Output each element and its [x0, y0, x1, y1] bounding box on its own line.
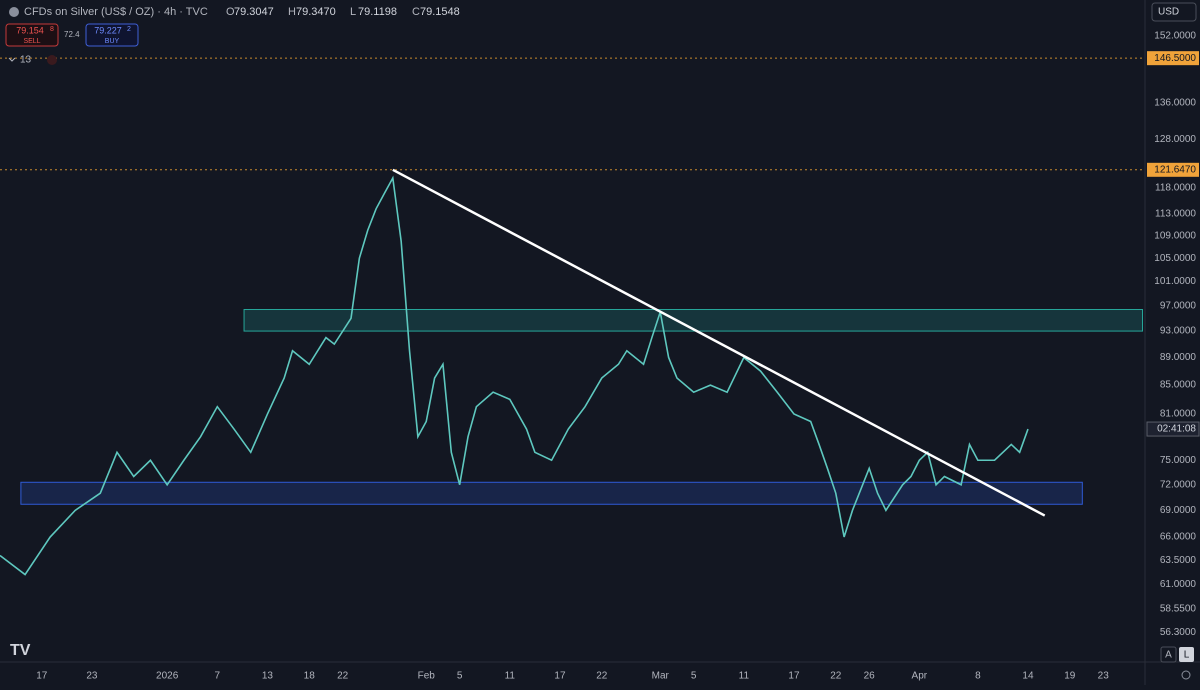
indicator-count[interactable]: 13 — [20, 55, 32, 66]
price-line-label: 146.5000 — [1154, 53, 1196, 64]
y-tick-label: 97.0000 — [1160, 300, 1197, 311]
y-tick-label: 113.0000 — [1155, 209, 1196, 220]
buy-label: BUY — [105, 38, 120, 45]
log-button[interactable] — [1179, 647, 1194, 662]
x-tick-label: 19 — [1064, 671, 1076, 682]
countdown: 02:41:08 — [1157, 424, 1196, 435]
x-tick-label: 23 — [86, 671, 98, 682]
x-tick-label: 17 — [554, 671, 566, 682]
price-line-series — [0, 175, 1029, 576]
x-tick-label: 11 — [739, 671, 750, 682]
x-tick-label: 5 — [457, 671, 463, 682]
symbol-icon — [9, 7, 19, 17]
x-tick-label: 17 — [788, 671, 800, 682]
x-tick-label: Mar — [652, 671, 670, 682]
buy-sup: 2 — [127, 26, 131, 33]
ohlc-key: O — [226, 6, 235, 18]
auto-label: A — [1165, 650, 1172, 661]
symbol[interactable]: CFDs on Silver (US$ / OZ) · 4h · TVC — [24, 6, 208, 18]
y-tick-label: 128.0000 — [1154, 134, 1196, 145]
x-tick-label: 22 — [337, 671, 349, 682]
settings-icon[interactable] — [1181, 670, 1191, 680]
zone — [20, 481, 1083, 505]
logo: TV — [10, 642, 31, 659]
y-tick-label: 69.0000 — [1160, 505, 1197, 516]
x-tick-label: 18 — [304, 671, 316, 682]
x-tick-label: 26 — [864, 671, 876, 682]
zone — [243, 309, 1143, 332]
y-tick-label: 85.0000 — [1160, 380, 1197, 391]
y-tick-label: 93.0000 — [1160, 326, 1197, 337]
currency-box[interactable] — [1151, 2, 1197, 22]
x-tick-label: 13 — [262, 671, 274, 682]
log-label: L — [1184, 650, 1190, 661]
auto-button[interactable] — [1160, 646, 1177, 663]
price-line-label: 121.6470 — [1154, 164, 1196, 175]
price-line-box — [1147, 162, 1199, 177]
ohlc-key: L — [350, 6, 356, 18]
y-tick-label: 81.0000 — [1160, 409, 1197, 420]
x-tick-label: Apr — [912, 671, 928, 682]
y-tick-label: 136.0000 — [1154, 97, 1196, 108]
y-tick-label: 105.0000 — [1154, 253, 1196, 264]
y-tick-label: 101.0000 — [1154, 276, 1196, 287]
y-tick-label: 72.0000 — [1160, 479, 1197, 490]
alert-dot — [47, 55, 57, 65]
sell-button[interactable] — [5, 23, 59, 47]
x-tick-label: 11 — [505, 671, 516, 682]
y-tick-label: 63.5000 — [1160, 555, 1197, 566]
price-line-box — [1147, 51, 1199, 66]
y-tick-label: 58.5500 — [1160, 604, 1197, 615]
ohlc-value: 79.3047 — [234, 6, 274, 18]
x-tick-label: Feb — [418, 671, 436, 682]
x-tick-label: 8 — [975, 671, 981, 682]
sell-label: SELL — [23, 38, 40, 45]
y-tick-label: 109.0000 — [1154, 230, 1196, 241]
currency: USD — [1158, 7, 1179, 18]
x-tick-label: 22 — [596, 671, 608, 682]
y-tick-label: 89.0000 — [1160, 352, 1197, 363]
ohlc-key: C — [412, 6, 420, 18]
ohlc-value: 79.1548 — [420, 6, 460, 18]
collapse-icon[interactable] — [8, 57, 16, 62]
spread: 72.4 — [64, 30, 80, 39]
x-tick-label: 23 — [1098, 671, 1110, 682]
x-tick-label: 17 — [36, 671, 48, 682]
y-tick-label: 118.0000 — [1155, 183, 1196, 194]
buy-price: 79.227 — [94, 25, 122, 35]
x-tick-label: 22 — [830, 671, 842, 682]
sell-price: 79.154 — [16, 25, 44, 35]
buy-button[interactable] — [85, 23, 139, 47]
y-tick-label: 75.0000 — [1160, 455, 1197, 466]
x-tick-label: 14 — [1022, 671, 1034, 682]
sell-sup: 8 — [50, 26, 54, 33]
x-tick-label: 5 — [691, 671, 697, 682]
trendline — [392, 168, 1046, 517]
countdown-box — [1146, 421, 1200, 437]
ohlc-value: 79.1198 — [358, 6, 397, 18]
y-tick-label: 61.0000 — [1160, 579, 1197, 590]
y-tick-label: 152.0000 — [1154, 31, 1196, 42]
x-tick-label: 2026 — [156, 671, 179, 682]
ohlc-key: H — [288, 6, 296, 18]
x-tick-label: 7 — [215, 671, 221, 682]
ohlc-value: 79.3470 — [296, 6, 336, 18]
y-tick-label: 66.0000 — [1160, 532, 1197, 543]
y-tick-label: 56.3000 — [1160, 627, 1197, 638]
